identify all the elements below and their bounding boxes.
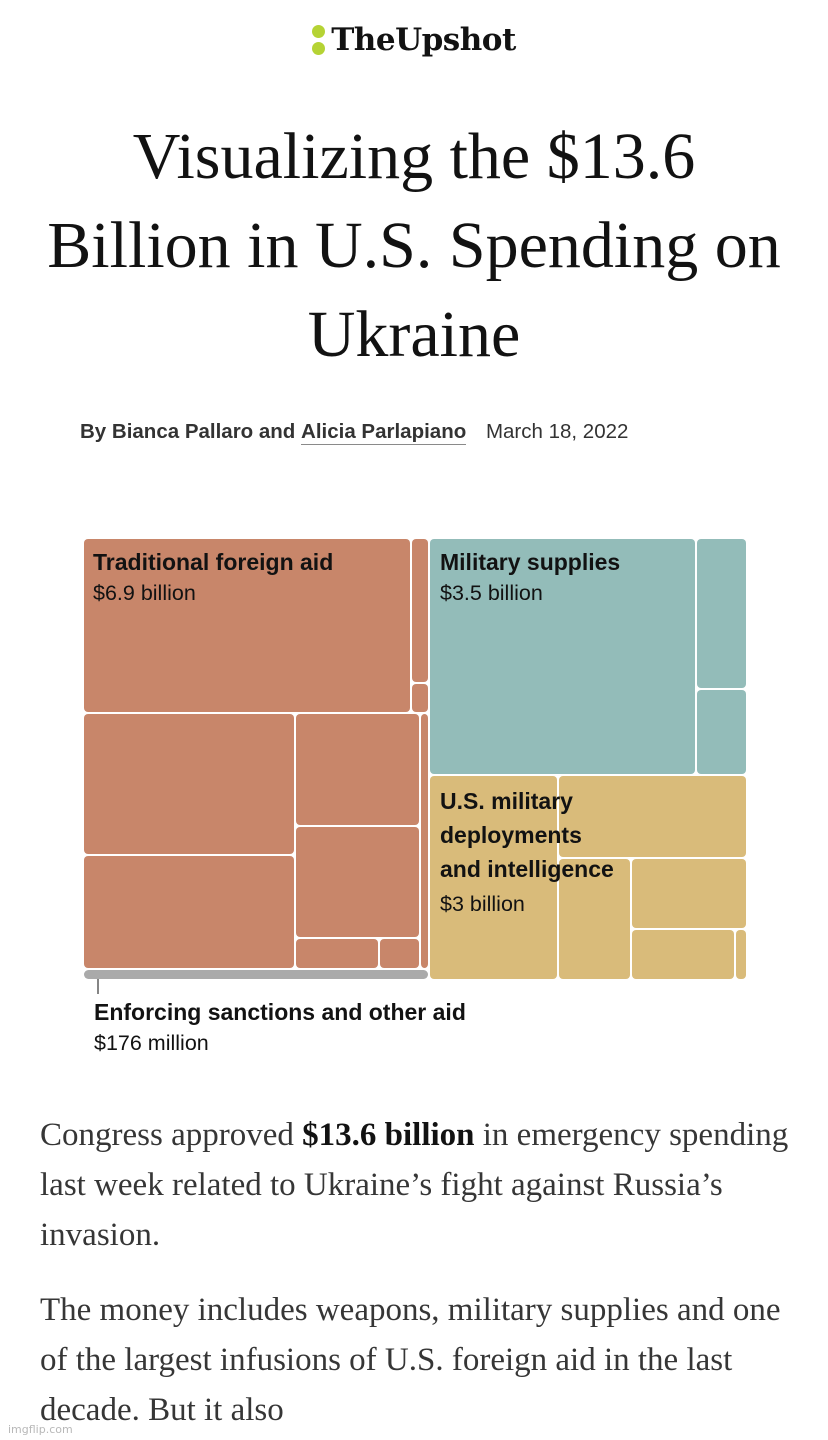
tile-aid-sub-4 bbox=[296, 827, 419, 937]
article-paragraph-1: Congress approved $13.6 billion in emerg… bbox=[40, 1110, 790, 1260]
tile-supplies-sub-2 bbox=[697, 690, 746, 774]
tile-aid-sliver-3 bbox=[421, 714, 428, 968]
brand-name: TheUpshot bbox=[331, 22, 516, 58]
article-paragraph-2: The money includes weapons, military sup… bbox=[40, 1292, 781, 1428]
p1-rest: in emergency spending last week related … bbox=[40, 1117, 789, 1253]
byline: By Bianca Pallaro and Alicia Parlapiano … bbox=[80, 420, 770, 445]
publish-date: March 18, 2022 bbox=[485, 420, 629, 443]
author-link[interactable]: Alicia Parlapiano bbox=[301, 420, 467, 445]
tile-deploy-sub-5 bbox=[736, 930, 746, 979]
treemap-svg bbox=[84, 539, 746, 994]
tile-aid-sub-3 bbox=[296, 714, 419, 825]
tile-deploy-sub-4 bbox=[632, 930, 734, 979]
tile-supplies-main bbox=[430, 539, 695, 774]
tile-aid-sliver-1 bbox=[412, 539, 428, 682]
tile-supplies-sub-1 bbox=[697, 539, 746, 688]
tile-deploy-sub-3 bbox=[632, 859, 746, 928]
upshot-logo-icon bbox=[312, 25, 326, 55]
tile-aid-sub-5 bbox=[296, 939, 378, 968]
tile-deploy-main bbox=[430, 776, 557, 979]
tile-aid-sub-2 bbox=[84, 856, 294, 968]
p1-emphasis: $13.6 billion bbox=[302, 1117, 475, 1153]
byline-prefix: By Bianca Pallaro and bbox=[80, 420, 296, 443]
tile-aid-sub-1 bbox=[84, 714, 294, 854]
tile-aid-main bbox=[84, 539, 410, 712]
tile-sanctions-bar bbox=[84, 970, 428, 979]
watermark: imgflip.com bbox=[8, 1423, 73, 1436]
page-title: Visualizing the $13.6 Billion in U.S. Sp… bbox=[47, 120, 781, 371]
tile-aid-sliver-2 bbox=[412, 684, 428, 712]
tile-aid-sub-6 bbox=[380, 939, 419, 968]
masthead[interactable]: TheUpshot bbox=[0, 22, 828, 58]
p1-lead: Congress approved bbox=[40, 1117, 294, 1153]
tile-deploy-sub-2 bbox=[559, 859, 630, 979]
tile-deploy-sub-1 bbox=[559, 776, 746, 857]
treemap-chart: Traditional foreign aid $6.9 billion Mil… bbox=[84, 539, 746, 1055]
